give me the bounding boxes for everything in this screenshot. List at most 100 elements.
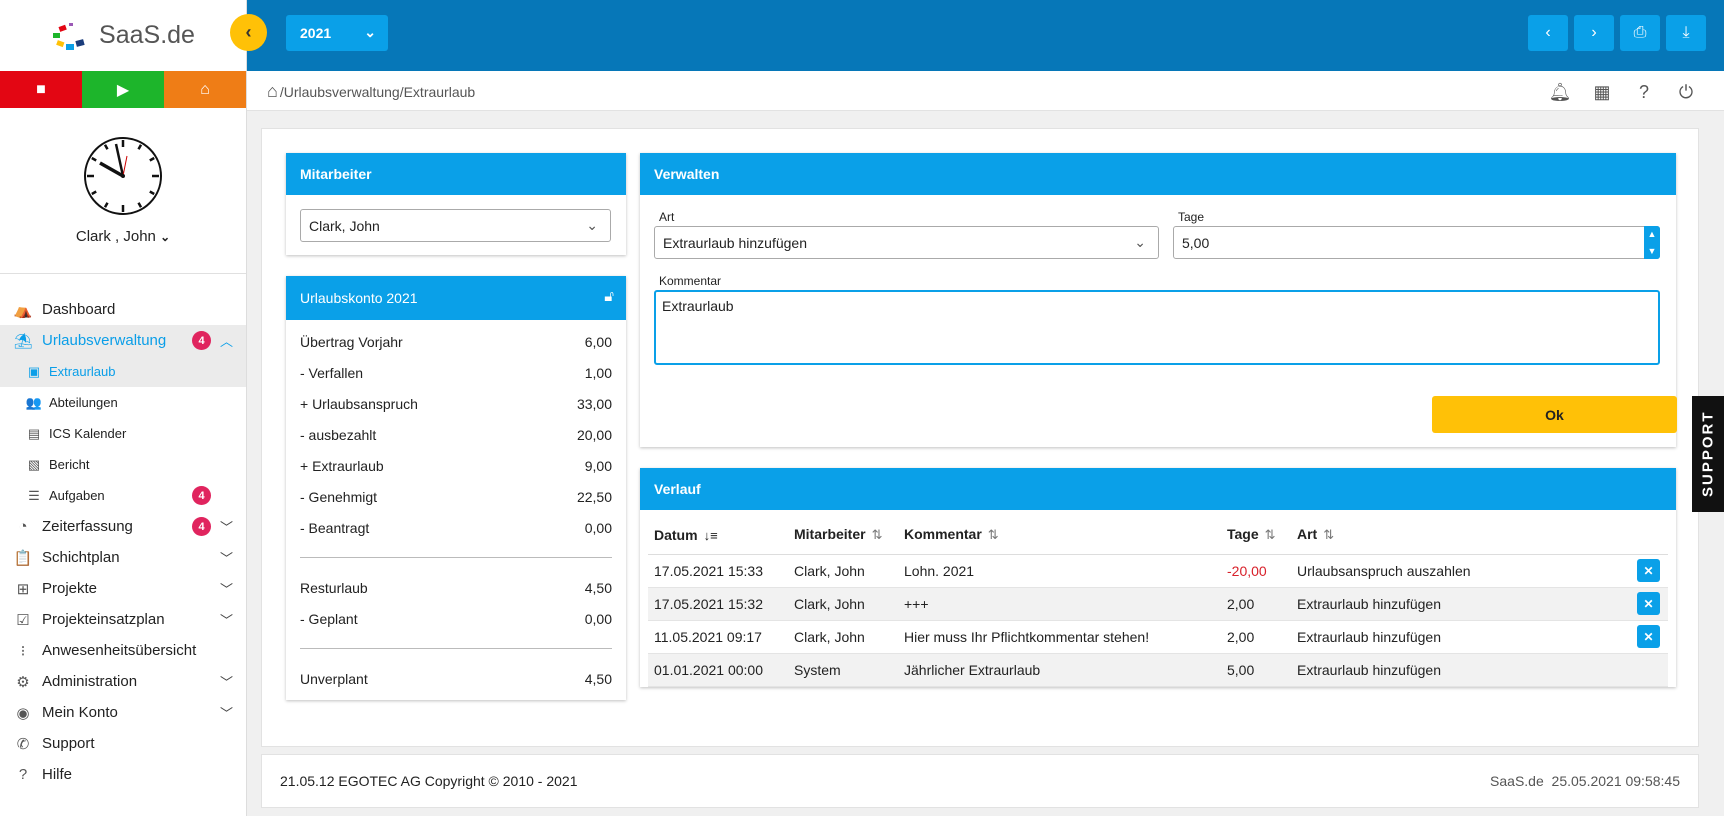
column-header-mitarbeiter[interactable]: Mitarbeiter ⇅ — [788, 516, 898, 555]
cell-art: Extraurlaub hinzufügen — [1291, 620, 1631, 654]
nav-mein-konto[interactable]: ◉ Mein Konto ﹀ — [0, 697, 246, 728]
mitarbeiter-select[interactable]: Clark, John ⌄ — [300, 209, 611, 242]
tage-input[interactable]: 5,00 ▲ ▼ — [1173, 226, 1660, 259]
column-header-art[interactable]: Art ⇅ — [1291, 516, 1631, 555]
table-row: 01.01.2021 00:00 System Jährlicher Extra… — [648, 653, 1668, 687]
konto-label: + Urlaubsanspruch — [300, 395, 418, 412]
cell-actions: ✕ — [1631, 554, 1668, 588]
nav-label: Support — [42, 735, 95, 752]
download-button[interactable]: ⤓ — [1666, 15, 1706, 51]
ok-button[interactable]: Ok — [1432, 396, 1677, 433]
subnav-aufgaben[interactable]: ☰ Aufgaben 4 — [0, 480, 246, 511]
question-circle-icon: ? — [18, 766, 28, 783]
nav-label: Schichtplan — [42, 549, 120, 566]
cell-mitarbeiter: Clark, John — [788, 554, 898, 588]
mitarbeiter-title: Mitarbeiter — [286, 153, 626, 195]
nav-label: Mein Konto — [42, 704, 118, 721]
print-button[interactable]: ⎙ — [1620, 15, 1660, 51]
table-row: 17.05.2021 15:33 Clark, John Lohn. 2021 … — [648, 554, 1668, 588]
chevron-down-icon: ⌄ — [364, 24, 376, 40]
nav-urlaubsverwaltung[interactable]: ⛱ Urlaubsverwaltung 4 ︿ — [0, 325, 246, 356]
column-header-actions — [1631, 516, 1668, 555]
phone-icon: ✆ — [16, 735, 30, 753]
beach-umbrella-icon: ⛱ — [13, 332, 33, 350]
cell-tage: 5,00 — [1221, 653, 1291, 687]
nav-label: Urlaubsverwaltung — [42, 332, 167, 349]
prev-button[interactable]: ‹ — [1528, 15, 1568, 51]
cell-mitarbeiter: System — [788, 653, 898, 687]
art-select[interactable]: Extraurlaub hinzufügen ⌄ — [654, 226, 1159, 259]
nav-hilfe[interactable]: ? Hilfe — [0, 759, 246, 790]
nav-badge: 4 — [192, 517, 211, 536]
nav-label: Projekteinsatzplan — [42, 611, 165, 628]
traffic-light-icon: ⁝ — [20, 642, 26, 660]
column-header-tage[interactable]: Tage ⇅ — [1221, 516, 1291, 555]
column-header-datum[interactable]: Datum ↓≡ — [648, 516, 788, 555]
chevron-down-icon: ﹀ — [220, 551, 234, 566]
cell-art: Extraurlaub hinzufügen — [1291, 653, 1631, 687]
logo[interactable]: SaaS.de — [0, 0, 246, 71]
help-icon[interactable]: ? — [1638, 81, 1649, 102]
homeoffice-button[interactable]: ⌂ — [164, 71, 246, 108]
breadcrumb-path[interactable]: /Urlaubsverwaltung/Extraurlaub — [279, 83, 476, 100]
stop-button[interactable]: ■ — [0, 71, 82, 108]
delete-button[interactable]: ✕ — [1637, 559, 1660, 582]
subnav-bericht[interactable]: ▧ Bericht — [0, 449, 246, 480]
nav-zeiterfassung[interactable]: ◔ Zeiterfassung 4 ﹀ — [0, 511, 246, 542]
number-spinner[interactable]: ▲ ▼ — [1644, 226, 1660, 259]
konto-label: - ausbezahlt — [300, 426, 377, 443]
year-select[interactable]: 2021 ⌄ — [286, 15, 388, 51]
start-button[interactable]: ▶ — [82, 71, 164, 108]
subnav-abteilungen[interactable]: 👥 Abteilungen — [0, 387, 246, 418]
close-icon: ✕ — [1643, 563, 1654, 578]
home-icon[interactable]: ⌂ — [267, 81, 278, 101]
sort-icon: ⇅ — [987, 527, 999, 543]
konto-value: 33,00 — [576, 395, 612, 412]
nav-administration[interactable]: ⚙ Administration ﹀ — [0, 666, 246, 697]
support-tab[interactable]: SUPPORT — [1692, 396, 1724, 512]
nav-projekteinsatzplan[interactable]: ☑ Projekteinsatzplan ﹀ — [0, 604, 246, 635]
cell-tage: -20,00 — [1221, 554, 1291, 588]
spinner-up-icon[interactable]: ▲ — [1647, 229, 1657, 240]
delete-button[interactable]: ✕ — [1637, 592, 1660, 615]
user-selector[interactable]: Clark , John ⌄ — [76, 228, 170, 245]
divider — [300, 648, 612, 649]
close-icon: ✕ — [1643, 596, 1654, 611]
bell-icon[interactable]: 🔔︎ — [1548, 81, 1572, 102]
nav-support[interactable]: ✆ Support — [0, 728, 246, 759]
nav-anwesenheit[interactable]: ⁝ Anwesenheitsübersicht — [0, 635, 246, 666]
nav-dashboard[interactable]: ⛺ Dashboard — [0, 294, 246, 325]
delete-button[interactable]: ✕ — [1637, 625, 1660, 648]
qr-code-icon[interactable]: ▦ — [1593, 81, 1611, 102]
column-label: Kommentar — [904, 526, 982, 543]
nav-schichtplan[interactable]: 📋 Schichtplan ﹀ — [0, 542, 246, 573]
konto-row: - Geplant 0,00 — [286, 603, 626, 634]
clock-icon — [84, 137, 162, 215]
konto-label: - Verfallen — [300, 364, 364, 381]
konto-label: Unverplant — [300, 670, 368, 687]
table-row: 11.05.2021 09:17 Clark, John Hier muss I… — [648, 620, 1668, 654]
konto-row: - Beantragt 0,00 — [286, 512, 626, 543]
verlauf-table: Datum ↓≡ Mitarbeiter ⇅ Kommentar ⇅ Tage ⇅ Ar… — [648, 516, 1668, 687]
column-header-kommentar[interactable]: Kommentar ⇅ — [898, 516, 1221, 555]
subnav-ics-kalender[interactable]: ▤ ICS Kalender — [0, 418, 246, 449]
kommentar-value: Extraurlaub — [662, 298, 734, 314]
next-button[interactable]: › — [1574, 15, 1614, 51]
print-icon: ⎙ — [1633, 24, 1647, 41]
user-circle-icon: ◉ — [16, 704, 30, 722]
power-icon[interactable]: ⏻ — [1678, 81, 1694, 102]
nav-badge: 4 — [192, 331, 211, 350]
year-value: 2021 — [300, 25, 332, 41]
cell-datum: 17.05.2021 15:33 — [648, 554, 788, 588]
unlock-icon[interactable]: 🔓︎ — [604, 288, 614, 305]
kommentar-label: Kommentar — [659, 274, 722, 288]
footer: 21.05.12 EGOTEC AG Copyright © 2010 - 20… — [261, 754, 1699, 808]
kommentar-textarea[interactable]: Extraurlaub — [654, 290, 1660, 365]
nav-projekte[interactable]: ⊞ Projekte ﹀ — [0, 573, 246, 604]
spinner-down-icon[interactable]: ▼ — [1647, 245, 1657, 256]
collapse-sidebar-button[interactable]: ‹ — [230, 14, 267, 51]
clock-icon: ◔ — [18, 518, 28, 535]
nav-label: Dashboard — [42, 301, 116, 318]
konto-row: + Extraurlaub 9,00 — [286, 450, 626, 481]
subnav-extraurlaub[interactable]: ▣ Extraurlaub — [0, 356, 246, 387]
